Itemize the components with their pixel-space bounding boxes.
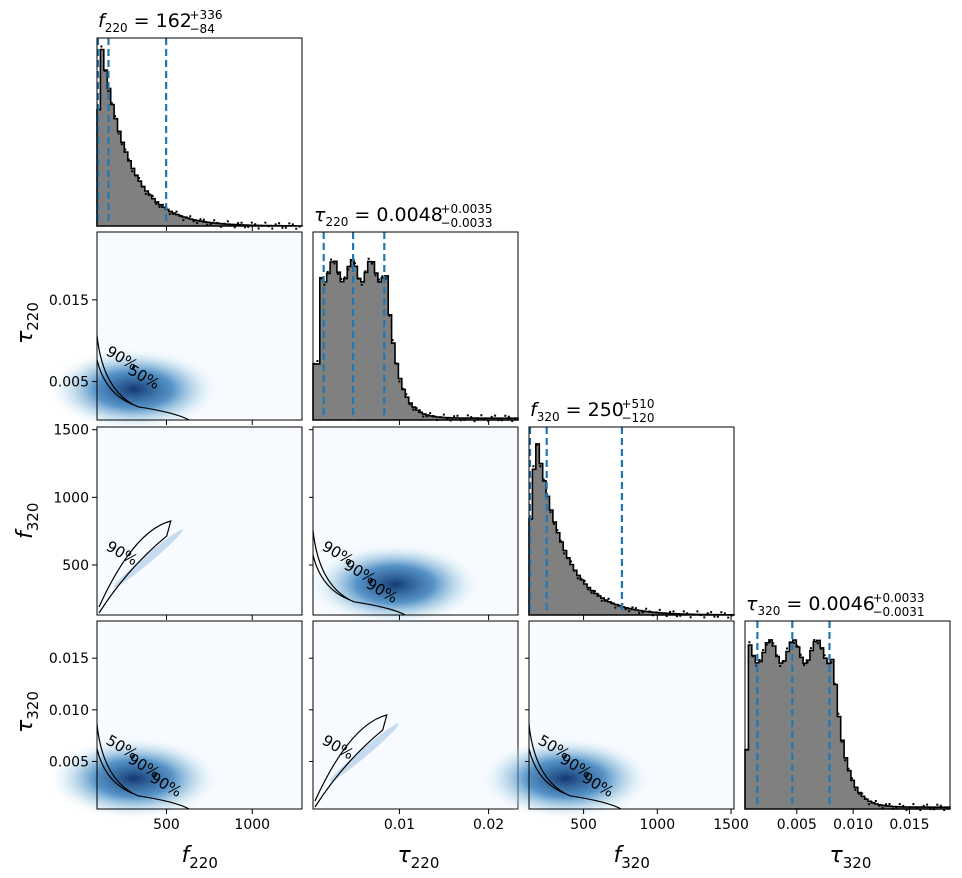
panel-frame [312,620,519,810]
y-tick-label: 500 [62,558,89,574]
density-cloud [47,348,221,431]
diag-title-tau320: τ320 = 0.0046 [746,593,875,618]
diag-title-f220: f220 = 162 [98,10,192,35]
density-cloud [47,737,221,820]
density-ridge [113,529,183,588]
contour-line-50 [312,554,351,601]
hist-prior-tau320 [745,639,950,811]
contour-line-90 [528,724,622,810]
panel-frame [528,620,735,810]
diag-title-minus-tau220: −0.0033 [441,216,493,230]
x-tick-label: 0.02 [473,817,504,833]
contour-line-90 [96,335,190,421]
panel-tau220-vs-tau220: τ220 = 0.0048+0.0035−0.0033 [312,202,519,425]
panel-frame [96,37,303,227]
x-tick-label: 1000 [234,817,270,833]
diag-title-minus-f320: −120 [622,411,655,425]
panel-tau320-vs-tau320: τ320 = 0.0046+0.0033−0.0031 0.005 0.010 0.0… [744,591,951,833]
density-cloud [479,737,652,820]
panel-frame [312,426,519,616]
contour-line-90 [96,724,190,810]
hist-f220 [96,48,303,227]
x-tick-label: 1000 [639,817,675,833]
x-axis-label-tau220: τ220 [398,843,440,872]
diag-title-tau220: τ220 = 0.0048 [314,204,443,229]
diag-title-plus-f320: +510 [622,397,655,411]
y-tick-label: 0.010 [49,703,89,719]
panel-f320-vs-tau220: 90%90%90% [308,426,519,626]
panel-frame [744,620,951,810]
panel-f220-vs-f220: f220 = 162+336−84 [96,8,303,231]
y-axis-label-f320: f320 [13,503,42,539]
y-tick-label: 1000 [53,490,89,506]
density-bg [97,427,302,615]
diag-title-minus-tau320: −0.0031 [873,605,925,619]
panel-tau320-vs-tau220: 90%0.01 0.02 [309,620,519,833]
hist-tau320 [744,639,951,810]
panel-frame [528,426,735,616]
diag-title-plus-tau220: +0.0035 [441,202,493,216]
x-tick-label: 500 [570,817,597,833]
contour-line-50 [528,748,567,795]
x-axis-label-tau320: τ320 [830,843,872,872]
contour-line-50 [96,359,135,406]
contour-line-90 [98,520,172,614]
x-axis-label-f220: f220 [182,843,218,872]
y-tick-label: 0.015 [49,651,89,667]
y-axis-label-tau320: τ320 [13,691,42,733]
diag-title-minus-f220: −84 [190,22,215,36]
x-tick-label: 1500 [713,817,749,833]
hist-tau220 [312,259,519,421]
contour-line-90 [312,530,406,616]
y-axis-label-tau220: τ220 [13,302,42,344]
contour-line-50 [96,748,135,795]
panel-frame [312,231,519,421]
x-tick-label: 0.015 [889,817,929,833]
x-tick-label: 500 [153,817,180,833]
x-tick-label: 0.005 [777,817,817,833]
panel-tau320-vs-f320: 50%90%90%500 1000 1500 [479,620,749,833]
density-ridge [329,723,399,782]
diag-title-plus-f220: +336 [190,8,223,22]
x-tick-label: 0.010 [833,817,873,833]
panel-frame [96,620,303,810]
hist-f320 [528,443,735,616]
density-cloud [308,543,482,626]
y-tick-label: 0.005 [49,754,89,770]
panel-frame [96,426,303,616]
diag-title-plus-tau320: +0.0033 [873,591,925,605]
contour-line-90 [314,714,388,808]
y-tick-label: 1500 [53,423,89,439]
x-tick-label: 0.01 [384,817,415,833]
diag-title-f320: f320 = 250 [530,399,624,424]
panel-frame [96,231,303,421]
y-tick-label: 0.005 [49,375,89,391]
x-axis-label-f320: f320 [614,843,650,872]
y-tick-label: 0.015 [49,293,89,309]
panel-f320-vs-f320: f320 = 250+510−120 [528,397,735,620]
